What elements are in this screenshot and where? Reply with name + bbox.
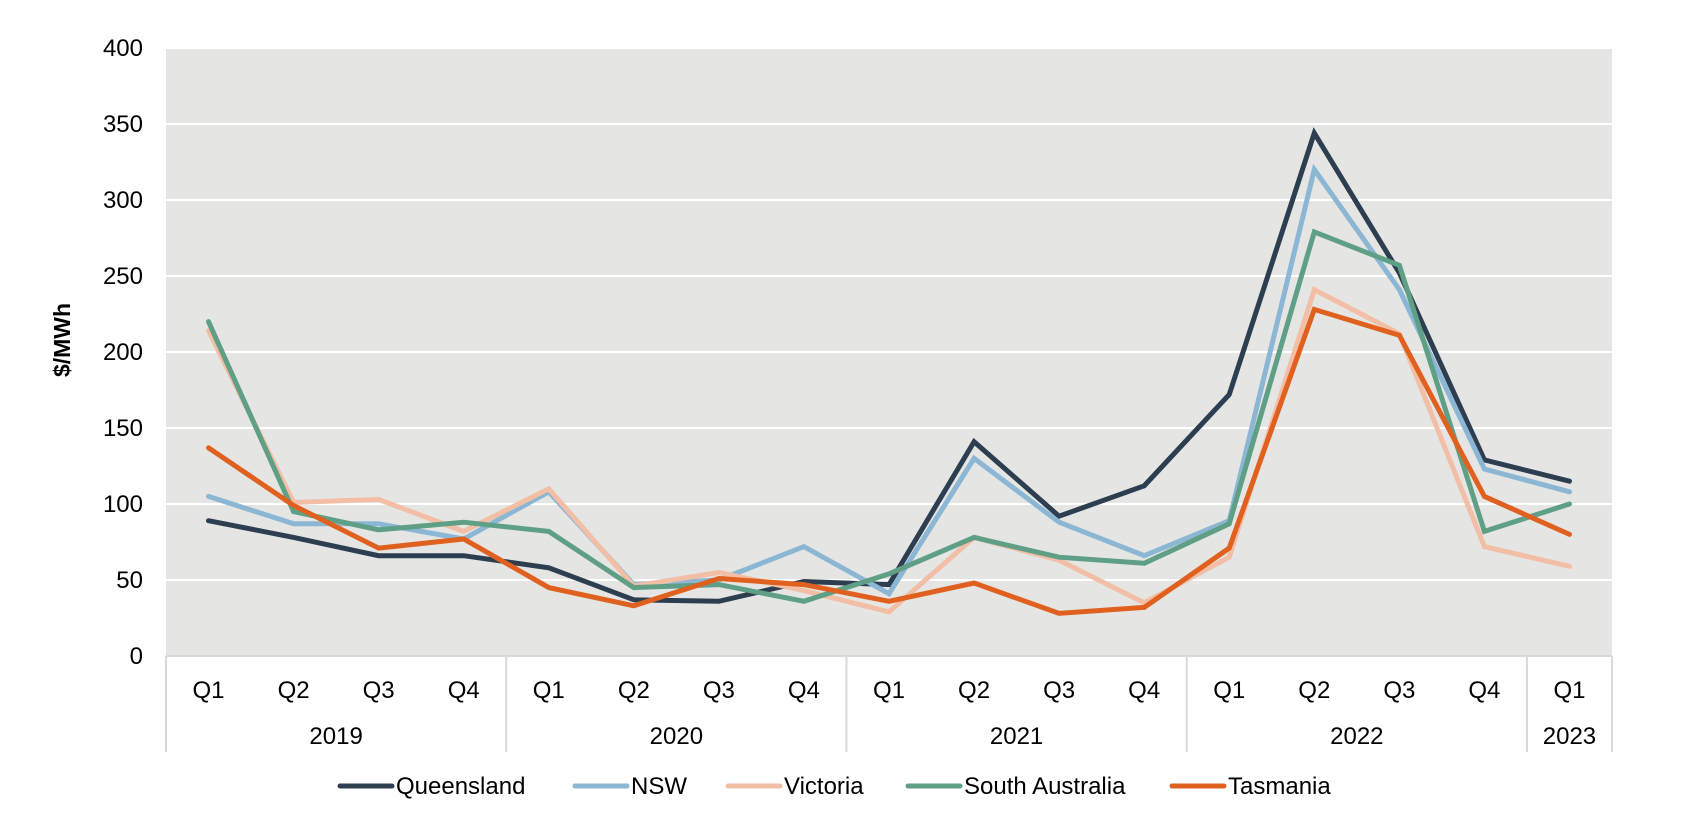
y-tick-label: 300 bbox=[103, 187, 143, 214]
x-axis: Q1 Q2 Q3 Q4 Q1 Q2 Q3 Q4 Q1 Q2 Q3 Q4 Q1 Q2 Q3 Q4 Q1 2019 20… bbox=[165, 655, 1613, 752]
x-tick-label: Q2 bbox=[618, 677, 650, 704]
legend-item-south-australia[interactable]: South Australia bbox=[905, 773, 1126, 800]
x-tick-label: Q1 bbox=[873, 677, 905, 704]
x-tick-label: Q4 bbox=[1468, 677, 1500, 704]
series-line-victoria bbox=[206, 286, 1572, 615]
legend-label: Queensland bbox=[396, 773, 525, 800]
series-line-tasmania bbox=[206, 306, 1572, 616]
x-year-label: 2020 bbox=[650, 723, 703, 750]
x-tick-label: Q3 bbox=[1383, 677, 1415, 704]
x-tick-label: Q1 bbox=[193, 677, 225, 704]
x-tick-label: Q4 bbox=[448, 677, 480, 704]
series-lines bbox=[206, 127, 1572, 616]
x-tick-label: Q4 bbox=[788, 677, 820, 704]
x-tick-label: Q2 bbox=[278, 677, 310, 704]
series-line-south-australia bbox=[206, 228, 1572, 604]
y-tick-label: 400 bbox=[103, 35, 143, 62]
y-tick-label: 250 bbox=[103, 263, 143, 290]
y-tick-label: 150 bbox=[103, 415, 143, 442]
x-year-label: 2021 bbox=[990, 723, 1043, 750]
legend-label: Tasmania bbox=[1228, 773, 1331, 800]
x-tick-label: Q3 bbox=[363, 677, 395, 704]
legend-item-tasmania[interactable]: Tasmania bbox=[1169, 773, 1331, 800]
x-tick-label: Q1 bbox=[1553, 677, 1585, 704]
legend-label: Victoria bbox=[784, 773, 864, 800]
legend-item-victoria[interactable]: Victoria bbox=[725, 773, 864, 800]
x-year-label: 2023 bbox=[1543, 723, 1596, 750]
y-axis-title: $/MWh bbox=[49, 303, 75, 377]
legend-label: South Australia bbox=[964, 773, 1126, 800]
x-tick-label: Q1 bbox=[533, 677, 565, 704]
y-tick-label: 0 bbox=[130, 643, 143, 670]
y-tick-label: 350 bbox=[103, 111, 143, 138]
x-tick-label: Q2 bbox=[958, 677, 990, 704]
legend-label: NSW bbox=[631, 773, 687, 800]
y-tick-label: 200 bbox=[103, 339, 143, 366]
x-tick-label: Q3 bbox=[1043, 677, 1075, 704]
series-line-queensland bbox=[206, 127, 1572, 604]
legend: Queensland NSW Victoria South Australia Tasm… bbox=[337, 773, 1331, 800]
y-tick-label: 100 bbox=[103, 491, 143, 518]
y-axis: 0 50 100 150 200 250 300 350 400 bbox=[103, 35, 143, 670]
gridlines bbox=[166, 47, 1612, 581]
legend-item-nsw[interactable]: NSW bbox=[572, 773, 687, 800]
x-tick-label: Q2 bbox=[1298, 677, 1330, 704]
y-tick-label: 50 bbox=[116, 567, 143, 594]
x-tick-label: Q1 bbox=[1213, 677, 1245, 704]
x-tick-label: Q3 bbox=[703, 677, 735, 704]
x-tick-label: Q4 bbox=[1128, 677, 1160, 704]
x-year-label: 2019 bbox=[309, 723, 362, 750]
x-year-label: 2022 bbox=[1330, 723, 1383, 750]
series-line-nsw bbox=[206, 163, 1572, 598]
legend-item-queensland[interactable]: Queensland bbox=[337, 773, 525, 800]
